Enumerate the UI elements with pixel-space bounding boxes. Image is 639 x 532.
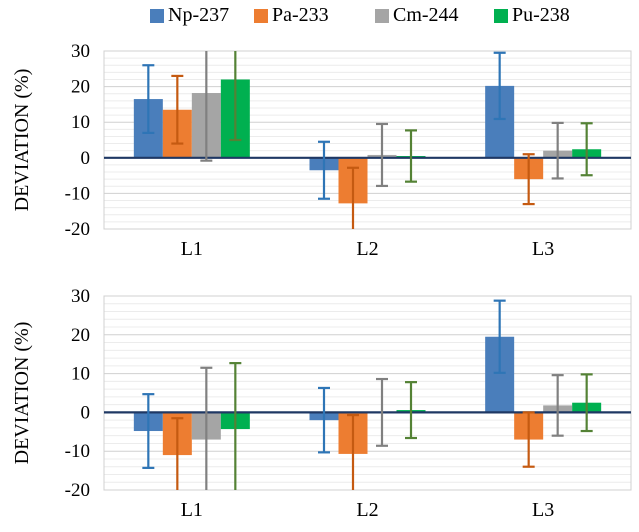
legend-swatch <box>375 8 389 23</box>
error-bar-pu-238-l3 <box>580 373 593 433</box>
y-tick-label: -10 <box>65 441 90 462</box>
y-tick-label: -20 <box>65 480 90 501</box>
error-bar-pu-238-l2 <box>405 129 417 183</box>
legend-swatch <box>254 8 268 23</box>
legend-item-np-237: Np-237 <box>150 4 229 27</box>
legend-item-pu-238: Pu-238 <box>494 4 570 27</box>
plot-border <box>103 295 632 491</box>
plot-border <box>103 50 632 230</box>
category-label-l1: L1 <box>181 238 203 260</box>
error-bar-np-237-l2 <box>318 386 330 454</box>
category-label-l2: L2 <box>356 499 378 521</box>
error-bar-pa-233-l2 <box>347 414 359 490</box>
error-bar-cm-244-l2 <box>376 122 388 188</box>
error-bar-pa-233-l2 <box>347 166 359 229</box>
legend: Np-237 Pa-233 Cm-244 Pu-238 <box>150 0 639 30</box>
error-bar-pa-233-l1 <box>171 417 184 490</box>
error-bar-cm-244-l2 <box>376 377 388 447</box>
error-bar-pa-233-l3 <box>522 411 535 468</box>
error-bar-pa-233-l1 <box>171 74 184 145</box>
legend-label: Pu-238 <box>512 4 570 26</box>
error-bar-np-237-l3 <box>493 51 506 121</box>
legend-swatch <box>494 8 508 23</box>
legend-item-pa-233: Pa-233 <box>254 4 329 27</box>
y-tick-label: 30 <box>71 286 90 307</box>
category-label-l2: L2 <box>356 238 378 260</box>
y-tick-label: 10 <box>71 112 90 133</box>
error-bar-np-237-l2 <box>318 140 330 200</box>
error-bar-np-237-l1 <box>142 64 155 134</box>
category-label-l1: L1 <box>181 499 203 521</box>
legend-item-cm-244: Cm-244 <box>375 4 459 27</box>
y-tick-label: 0 <box>81 148 91 169</box>
error-bar-pu-238-l2 <box>405 381 417 440</box>
y-tick-label: -20 <box>65 219 90 240</box>
y-tick-label: 20 <box>71 325 90 346</box>
legend-swatch <box>150 8 164 23</box>
y-tick-label: 20 <box>71 77 90 98</box>
legend-label: Pa-233 <box>272 4 329 26</box>
y-tick-label: -10 <box>65 183 90 204</box>
chart-panel-2: -20 -10 0 10 20 30 DEVIATION (%) L1 L2 L3 <box>11 286 632 521</box>
error-bar-np-237-l3 <box>493 299 506 374</box>
y-tick-label: 0 <box>81 402 91 423</box>
y-tick-label: 30 <box>71 41 90 62</box>
error-bar-cm-244-l3 <box>551 121 564 180</box>
error-bar-pu-238-l1 <box>229 51 242 142</box>
error-bar-np-237-l1 <box>142 393 155 469</box>
legend-label: Np-237 <box>168 4 230 26</box>
chart-panel-1: -20 -10 0 10 20 30 DEVIATION (%) L1 L2 L3 <box>11 41 632 260</box>
category-label-l3: L3 <box>532 238 554 260</box>
y-axis-label: DEVIATION (%) <box>11 69 33 212</box>
error-bar-pa-233-l3 <box>522 153 535 206</box>
error-bar-cm-244-l3 <box>551 374 564 437</box>
error-bar-pu-238-l3 <box>580 122 593 177</box>
y-axis-label: DEVIATION (%) <box>11 322 33 465</box>
category-label-l3: L3 <box>532 499 554 521</box>
y-tick-label: 10 <box>71 364 90 385</box>
error-bar-pu-238-l1 <box>229 362 242 490</box>
error-bar-cm-244-l1 <box>200 366 213 490</box>
legend-label: Cm-244 <box>393 4 459 26</box>
error-bar-cm-244-l1 <box>200 51 213 162</box>
